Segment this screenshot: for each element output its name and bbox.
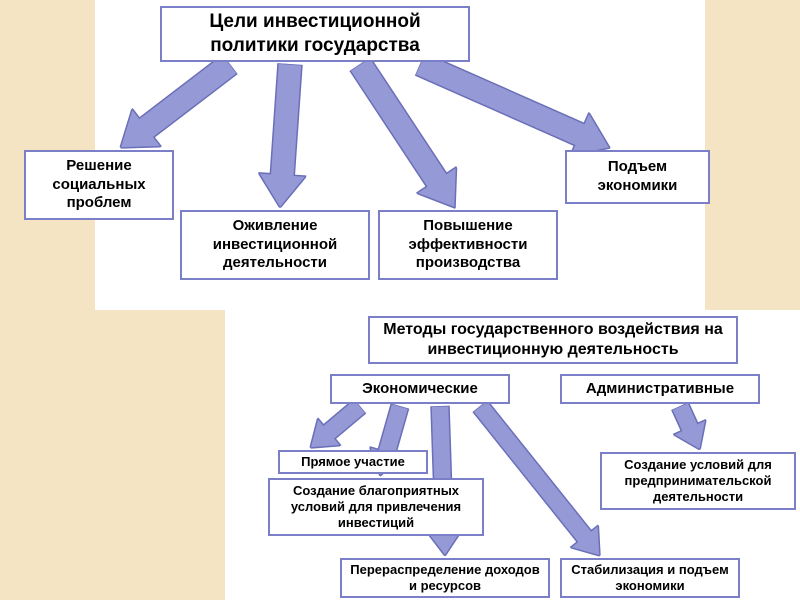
arrow-at1 bbox=[256, 62, 314, 209]
economic-child-1: Создание благоприятных условий для привл… bbox=[268, 478, 484, 536]
bottom-title-box: Методы государственного воздействия на и… bbox=[368, 316, 738, 364]
economic-child-1-text: Создание благоприятных условий для привл… bbox=[278, 483, 474, 532]
economic-child-3-text: Стабилизация и подъем экономики bbox=[570, 562, 730, 595]
economic-child-3: Стабилизация и подъем экономики bbox=[560, 558, 740, 598]
economic-child-0: Прямое участие bbox=[278, 450, 428, 474]
bottom-title-text: Методы государственного воздействия на и… bbox=[378, 320, 728, 360]
top-child-1-text: Оживление инвестиционной деятельности bbox=[190, 217, 360, 273]
administrative-branch-box: Административные bbox=[560, 374, 760, 404]
top-child-2-text: Повышение эффективности производства bbox=[388, 217, 548, 273]
economic-child-0-text: Прямое участие bbox=[301, 454, 405, 470]
top-child-3: Подъем экономики bbox=[565, 150, 710, 204]
economic-child-2: Перераспределение доходов и ресурсов bbox=[340, 558, 550, 598]
administrative-branch-text: Административные bbox=[586, 380, 734, 399]
economic-child-2-text: Перераспределение доходов и ресурсов bbox=[350, 562, 540, 595]
administrative-child-0-text: Создание условий для предпринимательской… bbox=[610, 457, 786, 506]
top-child-0-text: Решение социальных проблем bbox=[34, 157, 164, 213]
top-child-1: Оживление инвестиционной деятельности bbox=[180, 210, 370, 280]
top-child-0: Решение социальных проблем bbox=[24, 150, 174, 220]
economic-branch-box: Экономические bbox=[330, 374, 510, 404]
administrative-child-0: Создание условий для предпринимательской… bbox=[600, 452, 796, 510]
top-title-box: Цели инвестиционной политики государства bbox=[160, 6, 470, 62]
top-child-3-text: Подъем экономики bbox=[575, 158, 700, 196]
economic-branch-text: Экономические bbox=[362, 380, 478, 399]
top-child-2: Повышение эффективности производства bbox=[378, 210, 558, 280]
top-title-text: Цели инвестиционной политики государства bbox=[170, 10, 460, 58]
